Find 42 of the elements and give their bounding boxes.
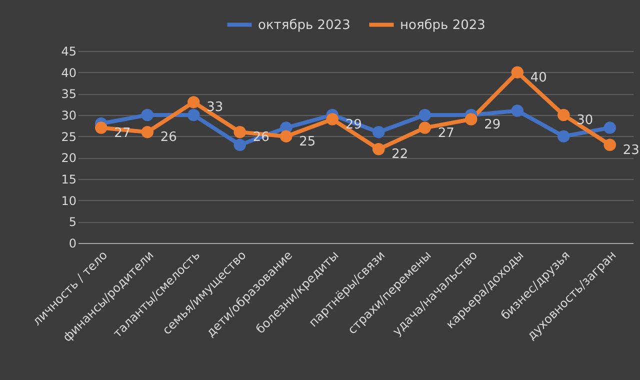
data-label: 30 bbox=[576, 113, 594, 128]
point bbox=[326, 113, 338, 126]
point bbox=[234, 138, 246, 151]
point bbox=[418, 122, 431, 134]
y-tick-label: 15 bbox=[61, 172, 76, 186]
legend-label: октябрь 2023 bbox=[258, 18, 350, 33]
point bbox=[604, 138, 616, 151]
y-tick-label: 45 bbox=[61, 44, 76, 58]
y-tick-label: 35 bbox=[61, 87, 76, 102]
legend-label: ноябрь 2023 bbox=[400, 18, 486, 33]
point bbox=[604, 122, 616, 134]
data-label: 22 bbox=[392, 147, 408, 162]
data-label: 25 bbox=[299, 134, 316, 150]
point bbox=[465, 113, 478, 126]
y-tick-label: 20 bbox=[61, 151, 76, 166]
y-tick-label: 0 bbox=[68, 236, 76, 250]
point bbox=[188, 108, 200, 122]
y-tick-label: 10 bbox=[61, 194, 76, 208]
data-label: 27 bbox=[438, 126, 454, 141]
data-label: 26 bbox=[252, 130, 270, 146]
point bbox=[280, 130, 292, 142]
point bbox=[372, 143, 385, 156]
point bbox=[558, 130, 570, 142]
data-label: 23 bbox=[622, 142, 640, 158]
point bbox=[141, 126, 154, 138]
point bbox=[141, 108, 154, 122]
point bbox=[95, 122, 108, 134]
point bbox=[511, 66, 524, 78]
point bbox=[558, 108, 570, 122]
data-label: 26 bbox=[160, 130, 177, 146]
y-tick-label: 25 bbox=[61, 130, 76, 144]
point bbox=[234, 126, 246, 138]
data-label: 29 bbox=[484, 117, 501, 132]
point bbox=[418, 108, 431, 122]
point bbox=[188, 96, 200, 108]
y-tick-label: 5 bbox=[68, 215, 76, 230]
y-tick-label: 30 bbox=[61, 108, 76, 122]
point bbox=[372, 126, 385, 138]
data-label: 33 bbox=[206, 100, 224, 116]
y-tick-label: 40 bbox=[61, 66, 76, 80]
point bbox=[511, 104, 524, 117]
data-label: 40 bbox=[530, 70, 547, 86]
